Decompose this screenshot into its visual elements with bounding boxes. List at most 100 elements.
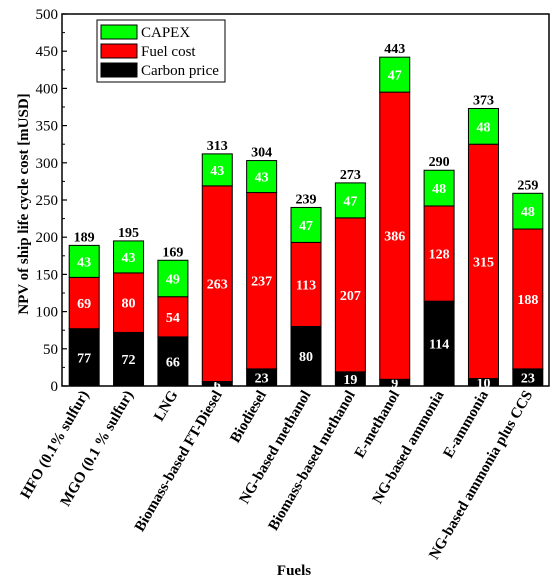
bar-segment bbox=[113, 272, 145, 333]
bar-segment bbox=[334, 182, 366, 219]
segment-value-label: 49 bbox=[166, 272, 180, 287]
bar-total-label: 195 bbox=[118, 226, 139, 241]
bar-segment bbox=[157, 259, 189, 298]
segment-value-label: 43 bbox=[210, 164, 224, 179]
segment-value-label: 43 bbox=[255, 171, 269, 186]
bar-total-label: 259 bbox=[517, 178, 538, 193]
bar-total-label: 443 bbox=[384, 42, 405, 57]
segment-value-label: 6 bbox=[214, 378, 221, 393]
legend-label: CAPEX bbox=[141, 25, 190, 41]
segment-value-label: 80 bbox=[299, 350, 313, 365]
bar-segment bbox=[201, 153, 233, 187]
segment-value-label: 315 bbox=[473, 255, 494, 270]
y-tick-label: 300 bbox=[36, 156, 59, 172]
y-tick-label: 250 bbox=[36, 193, 59, 209]
segment-value-label: 43 bbox=[77, 255, 91, 270]
bar-segment bbox=[512, 228, 544, 370]
bars: 77 69 43 189 72 80 43 195 66 54 49 169 6 263 43 313 23 23… bbox=[68, 42, 544, 393]
bar-segment bbox=[379, 56, 411, 93]
segment-value-label: 80 bbox=[122, 297, 136, 312]
category-label: E-ammonia bbox=[441, 388, 493, 461]
bar-segment bbox=[246, 160, 278, 194]
segment-value-label: 237 bbox=[251, 275, 272, 290]
bar-total-label: 189 bbox=[74, 230, 95, 245]
legend-label: Fuel cost bbox=[141, 44, 196, 60]
y-tick-label: 100 bbox=[36, 305, 59, 321]
segment-value-label: 207 bbox=[340, 289, 361, 304]
segment-value-label: 47 bbox=[343, 194, 357, 209]
segment-value-label: 66 bbox=[166, 355, 180, 370]
bar-segment bbox=[467, 107, 499, 145]
bar-segment bbox=[423, 205, 455, 302]
segment-value-label: 23 bbox=[255, 371, 269, 386]
segment-value-label: 48 bbox=[521, 205, 535, 220]
legend-swatch bbox=[100, 43, 138, 59]
segment-value-label: 77 bbox=[77, 351, 91, 366]
y-axis-title: NPV of ship life cycle cost [mUSD] bbox=[16, 93, 32, 314]
bar-segment bbox=[379, 91, 411, 380]
category-label: Biodiesel bbox=[227, 388, 270, 446]
segment-value-label: 386 bbox=[384, 230, 405, 245]
segment-value-label: 69 bbox=[77, 297, 91, 312]
segment-value-label: 47 bbox=[299, 219, 313, 234]
bar-total-label: 169 bbox=[162, 245, 183, 260]
category-label: E-methanol bbox=[352, 388, 403, 461]
bar-segment bbox=[157, 336, 189, 387]
segment-value-label: 114 bbox=[429, 338, 449, 353]
bar-total-label: 304 bbox=[251, 146, 272, 161]
legend: CAPEX Fuel cost Carbon price bbox=[96, 19, 226, 83]
bar-total-label: 239 bbox=[296, 192, 317, 207]
bar-segment bbox=[246, 192, 278, 370]
bar-segment bbox=[157, 296, 189, 338]
bar-segment bbox=[512, 192, 544, 230]
bar-segment bbox=[201, 185, 233, 383]
y-tick-label: 350 bbox=[36, 119, 59, 135]
bar-segment bbox=[68, 276, 100, 330]
category-label: LNG bbox=[151, 388, 181, 424]
y-tick-label: 400 bbox=[36, 81, 59, 97]
bar-segment bbox=[68, 328, 100, 387]
y-tick-label: 200 bbox=[36, 230, 59, 246]
bar-segment bbox=[423, 169, 455, 207]
y-tick-label: 150 bbox=[36, 267, 59, 283]
segment-value-label: 19 bbox=[343, 373, 357, 388]
bar-segment bbox=[423, 300, 455, 387]
segment-value-label: 10 bbox=[476, 376, 490, 391]
bar-segment bbox=[290, 325, 322, 387]
bar-segment bbox=[290, 206, 322, 243]
bar-segment bbox=[334, 217, 366, 373]
segment-value-label: 48 bbox=[432, 182, 446, 197]
segment-value-label: 188 bbox=[517, 293, 538, 308]
bar-total-label: 373 bbox=[473, 93, 494, 108]
bar-total-label: 313 bbox=[207, 139, 228, 154]
x-axis-title: Fuels bbox=[277, 563, 311, 579]
y-tick-label: 0 bbox=[51, 379, 59, 395]
segment-value-label: 54 bbox=[166, 311, 180, 326]
x-axis: HFO (0.1% sulfur)MGO (0.1 % sulfur) LNGBi… bbox=[18, 381, 536, 562]
segment-value-label: 43 bbox=[122, 251, 136, 266]
y-tick-label: 450 bbox=[36, 44, 59, 60]
category-label: Biomass-based methanol bbox=[266, 388, 359, 534]
category-label: Biomass-based FT-Diesel bbox=[132, 388, 226, 534]
bar-segment bbox=[113, 240, 145, 274]
y-tick-label: 500 bbox=[36, 7, 59, 23]
y-axis: 0 50 100 150 200 250 300 350 400 450 500 bbox=[36, 7, 67, 395]
segment-value-label: 263 bbox=[207, 278, 228, 293]
segment-value-label: 48 bbox=[476, 120, 490, 135]
legend-swatch bbox=[100, 24, 138, 40]
segment-value-label: 23 bbox=[521, 371, 535, 386]
y-tick-label: 50 bbox=[43, 342, 58, 358]
segment-value-label: 113 bbox=[296, 278, 316, 293]
segment-value-label: 9 bbox=[391, 377, 398, 392]
bar-total-label: 273 bbox=[340, 168, 361, 183]
segment-value-label: 72 bbox=[122, 353, 136, 368]
bar-total-label: 290 bbox=[429, 155, 450, 170]
legend-label: Carbon price bbox=[141, 63, 219, 79]
legend-swatch bbox=[100, 62, 138, 78]
bar-segment bbox=[68, 244, 100, 278]
bar-segment bbox=[290, 241, 322, 327]
bar-segment bbox=[113, 331, 145, 387]
segment-value-label: 128 bbox=[429, 248, 450, 263]
segment-value-label: 47 bbox=[388, 69, 402, 84]
